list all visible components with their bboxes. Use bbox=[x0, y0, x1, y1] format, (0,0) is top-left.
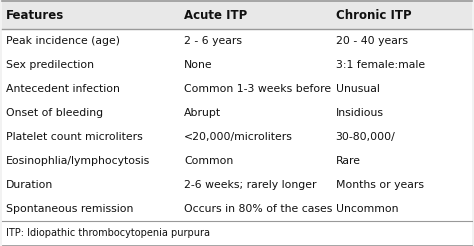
Bar bbox=[2, 1, 472, 29]
Text: 3:1 female:male: 3:1 female:male bbox=[336, 60, 425, 70]
Text: 20 - 40 years: 20 - 40 years bbox=[336, 36, 408, 46]
Text: Uncommon: Uncommon bbox=[336, 204, 398, 214]
Text: Common: Common bbox=[184, 156, 233, 166]
Text: Abrupt: Abrupt bbox=[184, 108, 221, 118]
Text: Eosinophlia/lymphocytosis: Eosinophlia/lymphocytosis bbox=[6, 156, 150, 166]
Text: Occurs in 80% of the cases: Occurs in 80% of the cases bbox=[184, 204, 332, 214]
Text: Acute ITP: Acute ITP bbox=[184, 9, 247, 21]
Text: Features: Features bbox=[6, 9, 64, 21]
Text: 2 - 6 years: 2 - 6 years bbox=[184, 36, 242, 46]
Text: ITP: Idiopathic thrombocytopenia purpura: ITP: Idiopathic thrombocytopenia purpura bbox=[6, 228, 210, 238]
Text: 30-80,000/: 30-80,000/ bbox=[336, 132, 395, 142]
Text: Antecedent infection: Antecedent infection bbox=[6, 84, 120, 94]
Text: Months or years: Months or years bbox=[336, 180, 424, 190]
Text: Platelet count microliters: Platelet count microliters bbox=[6, 132, 143, 142]
Text: Unusual: Unusual bbox=[336, 84, 380, 94]
Text: Peak incidence (age): Peak incidence (age) bbox=[6, 36, 120, 46]
Text: 2-6 weeks; rarely longer: 2-6 weeks; rarely longer bbox=[184, 180, 317, 190]
Text: Onset of bleeding: Onset of bleeding bbox=[6, 108, 103, 118]
Text: Insidious: Insidious bbox=[336, 108, 383, 118]
Text: Sex predilection: Sex predilection bbox=[6, 60, 94, 70]
Text: Duration: Duration bbox=[6, 180, 54, 190]
Text: <20,000/microliters: <20,000/microliters bbox=[184, 132, 293, 142]
Text: Rare: Rare bbox=[336, 156, 361, 166]
Text: Spontaneous remission: Spontaneous remission bbox=[6, 204, 134, 214]
Text: Chronic ITP: Chronic ITP bbox=[336, 9, 411, 21]
Text: Common 1-3 weeks before: Common 1-3 weeks before bbox=[184, 84, 331, 94]
Text: None: None bbox=[184, 60, 212, 70]
